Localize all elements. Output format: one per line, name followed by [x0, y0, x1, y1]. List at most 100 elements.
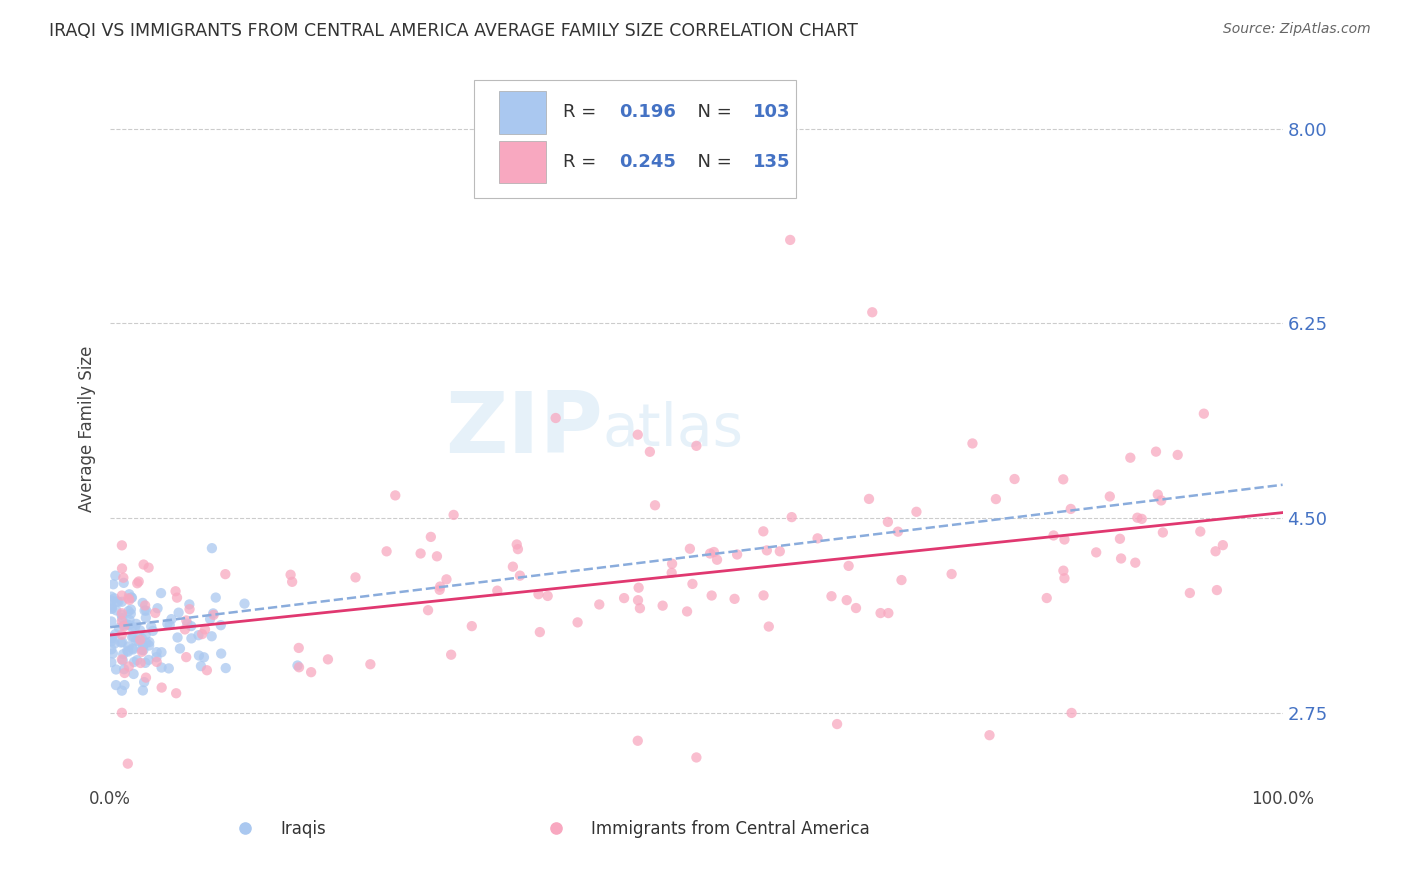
Point: [281, 574, 304, 589]
Point: [1052, 472, 1074, 486]
Point: [858, 491, 880, 506]
Point: [1205, 544, 1227, 558]
Point: [429, 580, 451, 594]
Point: [869, 606, 891, 620]
Point: [110, 607, 132, 622]
Point: [1109, 551, 1132, 566]
Point: [1004, 472, 1026, 486]
Point: [1085, 545, 1108, 559]
Point: [131, 645, 153, 659]
Point: [111, 706, 134, 720]
Point: [316, 652, 339, 666]
Point: [962, 436, 984, 450]
Point: [111, 683, 134, 698]
Text: R =: R =: [562, 153, 602, 171]
Point: [820, 589, 842, 603]
Point: [876, 515, 898, 529]
Point: [661, 566, 683, 580]
Point: [509, 568, 531, 582]
Point: [127, 634, 149, 648]
Point: [143, 606, 166, 620]
Point: [103, 577, 125, 591]
Point: [120, 607, 142, 621]
Point: [160, 612, 183, 626]
Point: [436, 572, 458, 586]
Point: [104, 627, 127, 641]
Point: [1119, 450, 1142, 465]
Point: [118, 618, 141, 632]
Point: [157, 661, 180, 675]
Point: [118, 587, 141, 601]
Point: [150, 586, 173, 600]
Point: [100, 601, 122, 615]
Point: [905, 505, 928, 519]
Point: [134, 599, 156, 613]
Point: [426, 549, 449, 564]
Point: [101, 601, 124, 615]
FancyBboxPatch shape: [499, 141, 547, 184]
Point: [150, 645, 173, 659]
Point: [187, 648, 209, 663]
Point: [1123, 556, 1146, 570]
Point: [191, 627, 214, 641]
Point: [111, 653, 134, 667]
Point: [142, 624, 165, 638]
Point: [101, 631, 124, 645]
Point: [105, 594, 128, 608]
Point: [201, 629, 224, 643]
Point: [661, 557, 683, 571]
Text: Iraqis: Iraqis: [280, 821, 326, 838]
Point: [679, 541, 702, 556]
Point: [131, 596, 153, 610]
Point: [134, 603, 156, 617]
Point: [135, 628, 157, 642]
Point: [180, 619, 202, 633]
Point: [179, 598, 201, 612]
Point: [134, 675, 156, 690]
Point: [145, 645, 167, 659]
Point: [567, 615, 589, 630]
Point: [1042, 528, 1064, 542]
Point: [979, 728, 1001, 742]
Point: [544, 411, 567, 425]
Point: [145, 650, 167, 665]
Point: [100, 615, 122, 629]
Point: [129, 656, 152, 670]
Point: [613, 591, 636, 606]
Point: [112, 647, 135, 661]
Point: [135, 611, 157, 625]
Point: [1146, 487, 1168, 501]
Point: [233, 597, 256, 611]
Point: [180, 632, 202, 646]
Point: [105, 603, 128, 617]
Text: 103: 103: [752, 103, 790, 121]
Point: [176, 614, 198, 628]
Point: [132, 639, 155, 653]
Point: [112, 575, 135, 590]
Point: [375, 544, 398, 558]
Point: [202, 607, 225, 622]
Text: R =: R =: [562, 103, 602, 121]
Point: [146, 601, 169, 615]
Point: [1052, 564, 1074, 578]
Point: [165, 584, 187, 599]
Point: [779, 233, 801, 247]
Point: [194, 623, 217, 637]
Point: [190, 659, 212, 673]
Point: [755, 543, 778, 558]
Point: [174, 650, 197, 665]
Point: [700, 589, 723, 603]
Point: [125, 633, 148, 648]
Point: [122, 655, 145, 669]
Point: [627, 593, 650, 607]
Point: [1053, 533, 1076, 547]
Point: [100, 590, 122, 604]
Point: [502, 559, 524, 574]
Point: [681, 577, 703, 591]
Point: [112, 571, 135, 585]
Point: [115, 617, 138, 632]
Point: [627, 427, 650, 442]
Y-axis label: Average Family Size: Average Family Size: [79, 346, 96, 512]
Point: [527, 587, 550, 601]
FancyBboxPatch shape: [474, 80, 796, 198]
